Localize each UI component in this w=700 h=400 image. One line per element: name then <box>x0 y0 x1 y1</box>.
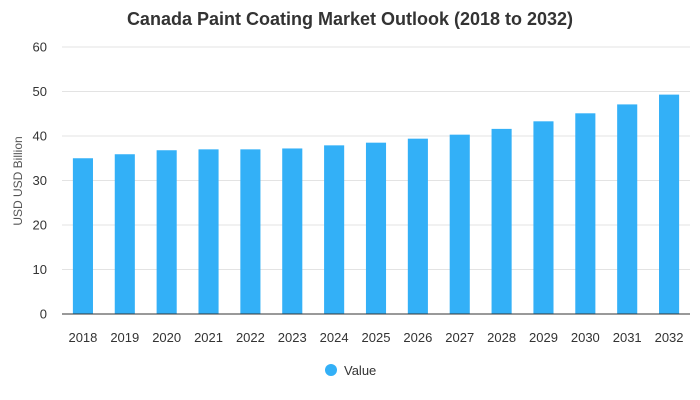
x-tick-label: 2032 <box>655 330 684 345</box>
y-tick-label: 40 <box>33 129 47 144</box>
bar-2025[interactable] <box>365 142 387 314</box>
bar-2028[interactable] <box>491 128 512 314</box>
x-tick-label: 2018 <box>68 330 97 345</box>
bar-2024[interactable] <box>324 145 345 314</box>
bar-2027[interactable] <box>449 134 470 314</box>
y-tick-label: 20 <box>33 218 47 233</box>
x-tick-label: 2027 <box>445 330 474 345</box>
bar-2023[interactable] <box>282 148 303 314</box>
bar-2029[interactable] <box>533 121 554 314</box>
x-tick-label: 2031 <box>613 330 642 345</box>
x-tick-label: 2024 <box>320 330 349 345</box>
bar-2020[interactable] <box>156 150 177 314</box>
x-tick-label: 2030 <box>571 330 600 345</box>
chart-title: Canada Paint Coating Market Outlook (201… <box>127 9 573 29</box>
y-tick-label: 10 <box>33 262 47 277</box>
bar-2018[interactable] <box>72 158 93 314</box>
bar-2022[interactable] <box>240 149 261 314</box>
bar-2019[interactable] <box>114 154 135 314</box>
y-tick-label: 30 <box>33 173 47 188</box>
y-tick-label: 50 <box>33 84 47 99</box>
x-tick-label: 2026 <box>403 330 432 345</box>
x-tick-label: 2019 <box>110 330 139 345</box>
x-tick-label: 2020 <box>152 330 181 345</box>
x-tick-label: 2025 <box>362 330 391 345</box>
legend-label-value: Value <box>344 363 376 378</box>
x-tick-label: 2022 <box>236 330 265 345</box>
x-axis-ticks: 2018 2019 2020 2021 2022 2023 2024 2025 2026 2027… <box>68 330 683 345</box>
y-axis-ticks: 0 10 20 30 40 50 60 <box>33 40 47 322</box>
y-tick-label: 0 <box>40 307 47 322</box>
legend-swatch-value <box>325 364 337 376</box>
bar-2031[interactable] <box>617 104 638 314</box>
x-tick-label: 2029 <box>529 330 558 345</box>
x-tick-label: 2028 <box>487 330 516 345</box>
x-tick-label: 2021 <box>194 330 223 345</box>
bar-2026[interactable] <box>407 138 428 314</box>
bar-2021[interactable] <box>198 149 219 314</box>
bar-2032[interactable] <box>659 94 680 315</box>
x-tick-label: 2023 <box>278 330 307 345</box>
y-tick-label: 60 <box>33 40 47 55</box>
bar-2030[interactable] <box>575 113 596 315</box>
y-axis-label: USD USD Billion <box>11 136 25 225</box>
bars <box>72 94 680 315</box>
legend[interactable]: Value <box>325 363 376 378</box>
